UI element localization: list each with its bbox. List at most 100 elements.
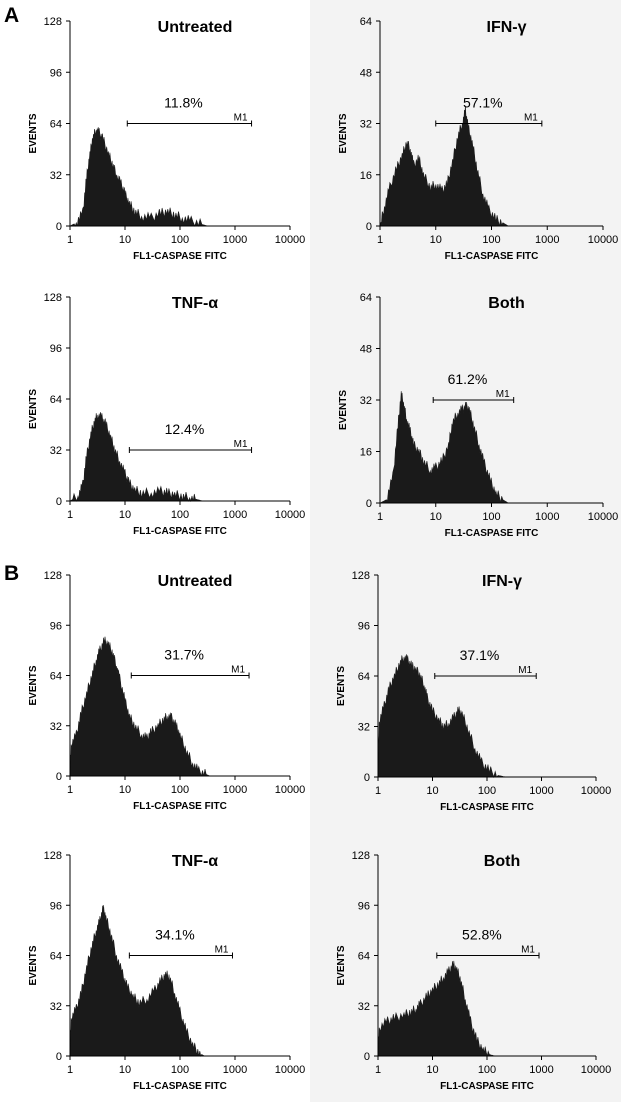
x-axis-label-7: FL1-CASPASE FITC bbox=[133, 1081, 227, 1092]
x-tick-label-8-1: 10 bbox=[426, 1064, 438, 1076]
y-tick-label-2-4: 64 bbox=[360, 16, 372, 28]
y-tick-label-7-4: 128 bbox=[44, 850, 62, 862]
histogram-area-5 bbox=[69, 636, 211, 777]
y-axis-label-5: EVENTS bbox=[28, 665, 39, 705]
x-tick-label-8-0: 1 bbox=[375, 1064, 381, 1076]
x-tick-label-7-4: 10000 bbox=[275, 1064, 306, 1076]
x-tick-label-4-2: 100 bbox=[482, 511, 500, 523]
y-tick-label-4-4: 64 bbox=[360, 292, 372, 304]
histogram-area-7 bbox=[69, 905, 205, 1057]
x-tick-label-2-4: 10000 bbox=[588, 234, 619, 246]
x-axis-label-3: FL1-CASPASE FITC bbox=[133, 526, 227, 537]
x-tick-label-3-3: 1000 bbox=[223, 509, 247, 521]
x-tick-label-7-1: 10 bbox=[119, 1064, 131, 1076]
y-tick-label-2-1: 16 bbox=[360, 170, 372, 182]
x-tick-label-6-3: 1000 bbox=[529, 785, 553, 797]
x-tick-label-6-2: 100 bbox=[478, 785, 496, 797]
y-tick-label-2-2: 32 bbox=[360, 119, 372, 131]
chart-title-7: TNF-α bbox=[172, 853, 218, 870]
y-tick-label-7-0: 0 bbox=[56, 1051, 62, 1063]
x-tick-label-1-3: 1000 bbox=[223, 234, 247, 246]
marker-percent-3: 12.4% bbox=[165, 421, 205, 437]
y-axis-label-4: EVENTS bbox=[338, 390, 349, 430]
x-tick-label-2-0: 1 bbox=[377, 234, 383, 246]
x-tick-label-1-0: 1 bbox=[67, 234, 73, 246]
x-tick-label-8-3: 1000 bbox=[529, 1064, 553, 1076]
x-axis-label-6: FL1-CASPASE FITC bbox=[440, 802, 534, 813]
x-tick-label-6-0: 1 bbox=[375, 785, 381, 797]
marker-label-6: M1 bbox=[518, 665, 532, 676]
histogram-area-8 bbox=[377, 960, 496, 1057]
x-axis-label-8: FL1-CASPASE FITC bbox=[440, 1081, 534, 1092]
marker-percent-8: 52.8% bbox=[462, 927, 502, 943]
y-tick-label-3-0: 0 bbox=[56, 496, 62, 508]
marker-label-4: M1 bbox=[496, 389, 510, 400]
x-axis-label-1: FL1-CASPASE FITC bbox=[133, 251, 227, 262]
chart-title-3: TNF-α bbox=[172, 295, 218, 312]
y-tick-label-8-3: 96 bbox=[358, 900, 370, 912]
y-axis-label-1: EVENTS bbox=[28, 113, 39, 153]
y-tick-label-1-1: 32 bbox=[50, 170, 62, 182]
y-tick-label-2-3: 48 bbox=[360, 67, 372, 79]
x-axis-label-5: FL1-CASPASE FITC bbox=[133, 801, 227, 812]
marker-label-7: M1 bbox=[215, 945, 229, 956]
marker-percent-6: 37.1% bbox=[460, 647, 500, 663]
marker-label-5: M1 bbox=[231, 665, 245, 676]
y-tick-label-1-4: 128 bbox=[44, 16, 62, 28]
y-axis-label-3: EVENTS bbox=[28, 389, 39, 429]
x-tick-label-7-3: 1000 bbox=[223, 1064, 247, 1076]
y-tick-label-6-2: 64 bbox=[358, 671, 370, 683]
x-tick-label-5-4: 10000 bbox=[275, 784, 306, 796]
y-tick-label-1-0: 0 bbox=[56, 221, 62, 233]
histogram-area-2 bbox=[379, 105, 510, 227]
y-tick-label-5-0: 0 bbox=[56, 771, 62, 783]
x-tick-label-2-2: 100 bbox=[482, 234, 500, 246]
chart-title-6: IFN-γ bbox=[482, 573, 522, 590]
panel-label-a: A bbox=[4, 4, 20, 27]
y-tick-label-8-1: 32 bbox=[358, 1001, 370, 1013]
y-tick-label-7-1: 32 bbox=[50, 1001, 62, 1013]
y-tick-label-8-4: 128 bbox=[352, 850, 370, 862]
histogram-area-3 bbox=[68, 412, 203, 503]
marker-label-3: M1 bbox=[234, 439, 248, 450]
x-tick-label-1-1: 10 bbox=[119, 234, 131, 246]
x-tick-label-2-1: 10 bbox=[430, 234, 442, 246]
x-tick-label-1-4: 10000 bbox=[275, 234, 306, 246]
chart-title-5: Untreated bbox=[158, 573, 233, 590]
x-tick-label-5-1: 10 bbox=[119, 784, 131, 796]
y-tick-label-2-0: 0 bbox=[366, 221, 372, 233]
y-tick-label-8-2: 64 bbox=[358, 951, 370, 963]
y-tick-label-7-2: 64 bbox=[50, 951, 62, 963]
x-tick-label-6-1: 10 bbox=[426, 785, 438, 797]
x-tick-label-3-4: 10000 bbox=[275, 509, 306, 521]
y-tick-label-3-4: 128 bbox=[44, 292, 62, 304]
marker-label-1: M1 bbox=[234, 113, 248, 124]
y-axis-label-2: EVENTS bbox=[338, 113, 349, 153]
x-tick-label-5-0: 1 bbox=[67, 784, 73, 796]
chart-title-1: Untreated bbox=[158, 19, 233, 36]
x-tick-label-4-1: 10 bbox=[430, 511, 442, 523]
y-tick-label-6-4: 128 bbox=[352, 570, 370, 582]
y-tick-label-7-3: 96 bbox=[50, 900, 62, 912]
x-axis-label-2: FL1-CASPASE FITC bbox=[445, 251, 539, 262]
x-tick-label-1-2: 100 bbox=[171, 234, 189, 246]
y-tick-label-1-3: 96 bbox=[50, 67, 62, 79]
panel-label-b: B bbox=[4, 562, 20, 585]
histogram-area-1 bbox=[69, 127, 208, 227]
x-tick-label-8-2: 100 bbox=[478, 1064, 496, 1076]
y-tick-label-6-1: 32 bbox=[358, 722, 370, 734]
y-tick-label-5-4: 128 bbox=[44, 570, 62, 582]
y-tick-label-1-2: 64 bbox=[50, 119, 62, 131]
y-tick-label-4-3: 48 bbox=[360, 344, 372, 356]
y-tick-label-8-0: 0 bbox=[364, 1051, 370, 1063]
marker-percent-4: 61.2% bbox=[448, 371, 488, 387]
y-axis-label-6: EVENTS bbox=[336, 666, 347, 706]
marker-percent-2: 57.1% bbox=[463, 95, 503, 111]
x-tick-label-5-3: 1000 bbox=[223, 784, 247, 796]
y-tick-label-3-3: 96 bbox=[50, 343, 62, 355]
y-tick-label-5-1: 32 bbox=[50, 721, 62, 733]
marker-label-2: M1 bbox=[524, 113, 538, 124]
x-tick-label-6-4: 10000 bbox=[581, 785, 612, 797]
